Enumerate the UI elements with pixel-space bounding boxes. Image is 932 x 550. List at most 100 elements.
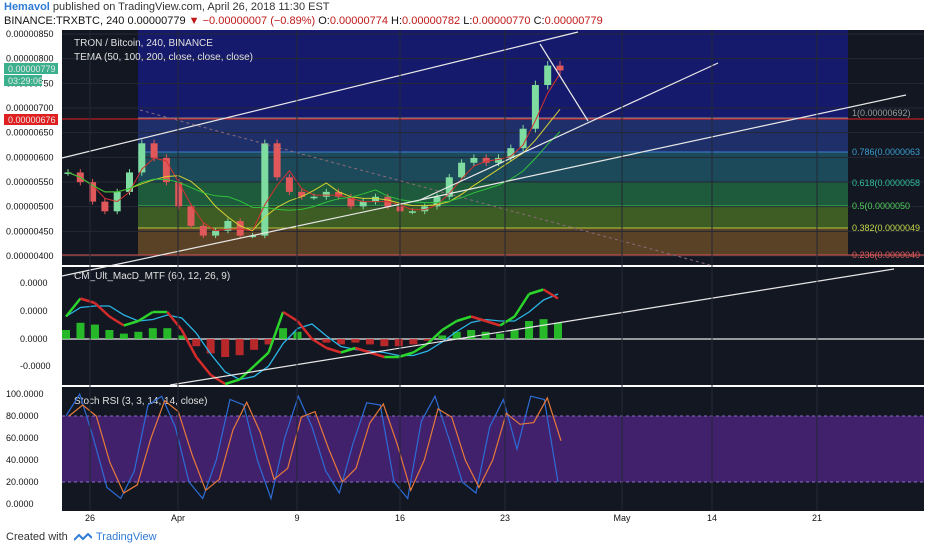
stoch-y-tick: 40.0000 [6,455,39,465]
stoch-y-axis: 100.0000 80.0000 60.0000 40.0000 20.0000 0.00… [6,389,44,509]
x-tick: 16 [395,513,405,523]
macd-hist-bar [394,339,403,347]
x-tick: Apr [171,513,185,523]
price-change: −0.00000007 (−0.89%) [202,15,316,27]
macd-line-segment [94,302,111,318]
chart-header: Hemavol published on TradingView.com, Ap… [0,0,932,30]
footer: Created with TradingView [0,526,932,550]
candle-body [556,65,564,71]
candle-body [310,196,318,199]
fib-band-0382 [138,206,848,228]
candle-body [322,191,330,197]
x-tick: 23 [500,513,510,523]
close-label: C: [533,15,545,27]
long-trendline[interactable] [419,94,907,201]
x-tick: 26 [85,513,95,523]
macd-signal-line [65,293,559,381]
last-price-tag-text: 0.00000779 [8,64,56,74]
macd-hist-bar [235,339,244,356]
macd-hist-bar [90,324,99,339]
macd-line-segment [210,373,226,386]
dashed-downtrend-line[interactable] [139,109,711,266]
price-y-tick: 0.00000600 [6,152,54,162]
macd-line-segment [340,346,356,354]
alert-price-tag-text: 0.00000676 [8,115,56,125]
macd-hist-bar [279,328,288,339]
open-value: 0.00000774 [329,15,388,27]
macd-line-segment [528,288,544,296]
alert-price-tag [4,114,58,125]
fib-bands [62,30,924,256]
low-label: L: [463,15,473,27]
candle-body [544,65,552,86]
last-price-tag [4,63,58,74]
fib-band-05 [138,182,848,206]
macd-line-segment [253,351,270,367]
fib-label-0618: 0.618(0.0000058 [852,178,920,188]
price-y-tick: 0.00000550 [6,177,54,187]
macd-hist-bar [293,331,302,339]
fib-label-0382: 0.382(0.0000049 [852,223,920,233]
macd-line-segment [123,319,139,327]
macd-line-segment [355,346,371,354]
candle-body [175,182,183,207]
candle-body [212,230,220,236]
drop-projection-line[interactable] [539,43,589,122]
macd-trendline[interactable] [169,268,895,386]
candle-body [285,177,293,192]
candle-body [507,148,515,158]
publish-info: published on TradingView.com, April 26, … [52,1,330,13]
candle-body [162,157,170,183]
countdown-tag [4,75,42,86]
fib-label-0786: 0.786(0.0000063 [852,147,920,157]
candle-body [359,201,367,207]
fib-band-0786 [138,118,848,152]
tradingview-logo-icon [74,533,92,541]
macd-line-segment [282,310,299,323]
macd-hist-bar [206,339,215,354]
macd-hist-bar [134,331,143,339]
candle-body [273,143,281,178]
stoch-y-tick: 100.0000 [6,389,44,399]
tema-50-line [67,73,561,232]
candle-body [372,196,379,202]
macd-hist-bar [467,330,476,339]
stoch-y-tick: 20.0000 [6,477,39,487]
stoch-pane-title: Stoch RSI (3, 3, 14, 14, close) [74,396,207,407]
macd-line-segment [426,329,444,345]
macd-y-axis: 0.0000 0.0000 0.0000 -0.0000 [20,278,51,371]
countdown-tag-text: 03:29:06 [8,76,43,86]
candle-body [224,221,232,231]
macd-line-segment [80,297,96,305]
candle-body [199,225,207,236]
lower-channel-line[interactable] [61,199,421,277]
candle-body [421,206,429,212]
macd-hist-bar [351,339,360,343]
tradingview-link[interactable]: TradingView [96,531,157,543]
candle-body [531,85,539,129]
tema-100-line [67,108,561,232]
symbol-label: BINANCE:TRXBTC, 240 [4,15,125,27]
steep-trendline[interactable] [419,62,719,201]
x-tick: 14 [707,513,717,523]
fib-label-1: 1(0.00000692) [852,108,911,118]
macd-hist-bar [525,321,534,339]
macd-y-tick: -0.0000 [20,361,51,371]
chart-canvas[interactable]: 0.000008500.000008000.000007500.00000700… [0,30,932,526]
macd-line [65,288,559,386]
last-price: 0.00000779 [127,15,186,27]
stoch-y-tick: 0.0000 [6,499,34,509]
author-link[interactable]: Hemavol [4,1,50,13]
candle-body [519,128,527,149]
candle-body [150,143,158,158]
macd-hist-bar [423,339,432,341]
macd-y-tick: 0.0000 [20,306,48,316]
publish-line: Hemavol published on TradingView.com, Ap… [4,1,330,13]
tema-indicator-title: TEMA (50, 100, 200, close, close, close) [74,52,253,63]
macd-hist-bar [510,330,519,339]
stoch-y-tick: 60.0000 [6,433,39,443]
upper-channel-line[interactable] [61,31,579,159]
candle-body [408,211,416,213]
candle-body [138,143,146,173]
tema-lines [67,73,561,232]
